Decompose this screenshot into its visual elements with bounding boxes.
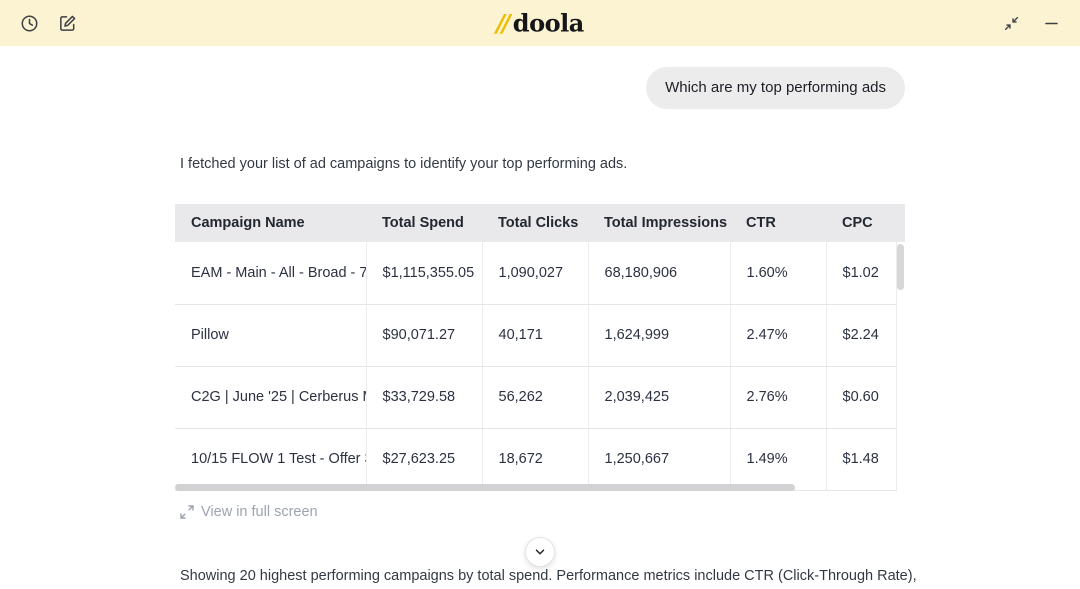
- titlebar-left-actions: [16, 10, 80, 36]
- titlebar-right-actions: [998, 10, 1064, 36]
- cell-total-impressions: 1,624,999: [587, 304, 730, 367]
- titlebar: // doola: [0, 0, 1080, 46]
- cell-total-spend: $27,623.25: [365, 428, 482, 491]
- view-fullscreen-button[interactable]: View in full screen: [175, 504, 318, 520]
- table-header-row: Campaign Name Total Spend Total Clicks T…: [175, 204, 896, 242]
- cell-total-spend: $33,729.58: [365, 366, 482, 429]
- table-row: EAM - Main - All - Broad - 7D $1,115,355…: [175, 242, 897, 305]
- expand-icon: [180, 504, 194, 519]
- doola-logo-slashes: //: [496, 9, 510, 38]
- cell-campaign-name: 10/15 FLOW 1 Test - Offer 3..: [175, 428, 366, 491]
- col-header-ctr: CTR: [730, 204, 826, 242]
- table-horizontal-scrollbar[interactable]: [175, 483, 795, 491]
- table-header-extension: [895, 204, 905, 242]
- campaigns-table-container[interactable]: Campaign Name Total Spend Total Clicks T…: [175, 204, 905, 491]
- col-header-cpc: CPC: [826, 204, 896, 242]
- assistant-intro-text: I fetched your list of ad campaigns to i…: [180, 156, 628, 172]
- collapse-window-button[interactable]: [998, 10, 1024, 36]
- chat-area: Which are my top performing ads I fetche…: [175, 67, 917, 585]
- cell-ctr: 1.60%: [729, 242, 826, 305]
- collapse-icon: [1003, 15, 1020, 32]
- cell-ctr: 2.47%: [729, 304, 826, 367]
- col-header-total-impressions: Total Impressions: [588, 204, 730, 242]
- cell-total-clicks: 56,262: [481, 366, 588, 429]
- table-row: C2G | June '25 | Cerberus M $33,729.58 5…: [175, 366, 897, 429]
- table-vertical-scrollbar[interactable]: [897, 244, 904, 290]
- cell-total-impressions: 68,180,906: [587, 242, 730, 305]
- user-message-bubble: Which are my top performing ads: [646, 67, 905, 109]
- campaigns-table: Campaign Name Total Spend Total Clicks T…: [175, 204, 897, 491]
- cell-total-impressions: 1,250,667: [587, 428, 730, 491]
- user-message-row: Which are my top performing ads: [175, 67, 905, 109]
- cell-ctr: 2.76%: [729, 366, 826, 429]
- col-header-campaign-name: Campaign Name: [175, 204, 366, 242]
- cell-total-clicks: 18,672: [481, 428, 588, 491]
- view-fullscreen-label: View in full screen: [201, 503, 318, 520]
- doola-logo: // doola: [496, 9, 584, 38]
- cell-total-impressions: 2,039,425: [587, 366, 730, 429]
- table-row: 10/15 FLOW 1 Test - Offer 3.. $27,623.25…: [175, 428, 897, 491]
- assistant-footer-text: Showing 20 highest performing campaigns …: [180, 567, 917, 584]
- chevron-down-icon: [533, 545, 547, 559]
- cell-campaign-name: C2G | June '25 | Cerberus M: [175, 366, 366, 429]
- cell-total-clicks: 1,090,027: [481, 242, 588, 305]
- cell-total-spend: $1,115,355.05: [365, 242, 482, 305]
- col-header-total-clicks: Total Clicks: [482, 204, 588, 242]
- col-header-total-spend: Total Spend: [366, 204, 482, 242]
- cell-total-spend: $90,071.27: [365, 304, 482, 367]
- new-chat-button[interactable]: [54, 10, 80, 36]
- cell-ctr: 1.49%: [729, 428, 826, 491]
- table-row: Pillow $90,071.27 40,171 1,624,999 2.47%…: [175, 304, 897, 367]
- minus-icon: [1043, 15, 1060, 32]
- scroll-to-bottom-button[interactable]: [525, 537, 555, 567]
- cell-total-clicks: 40,171: [481, 304, 588, 367]
- cell-campaign-name: Pillow: [175, 304, 366, 367]
- cell-cpc: $2.24: [825, 304, 897, 367]
- cell-cpc: $0.60: [825, 366, 897, 429]
- compose-icon: [58, 14, 77, 33]
- history-button[interactable]: [16, 10, 42, 36]
- minimize-button[interactable]: [1038, 10, 1064, 36]
- clock-icon: [20, 14, 39, 33]
- cell-cpc: $1.48: [825, 428, 897, 491]
- cell-campaign-name: EAM - Main - All - Broad - 7D: [175, 242, 366, 305]
- cell-cpc: $1.02: [825, 242, 897, 305]
- doola-logo-word: doola: [512, 8, 584, 38]
